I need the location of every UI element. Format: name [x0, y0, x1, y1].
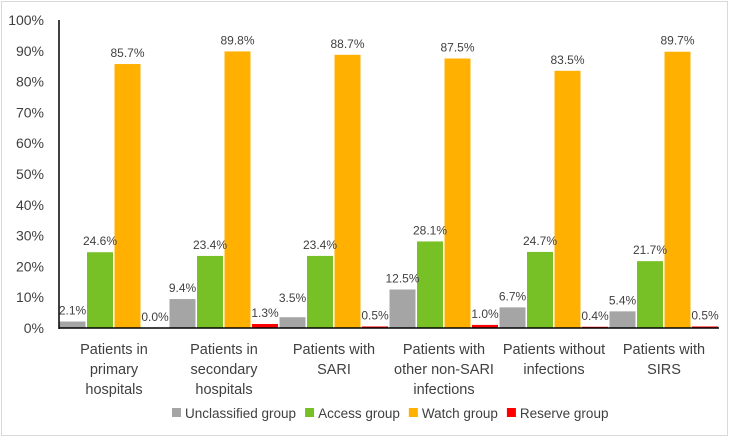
bar-access-group — [417, 241, 443, 328]
legend-swatch — [172, 408, 181, 417]
bar-watch-group — [444, 58, 471, 328]
x-category-label: other non-SARI — [394, 362, 494, 378]
data-label: 83.5% — [550, 53, 584, 67]
bar-access-group — [637, 261, 663, 328]
data-label: 0.4% — [581, 309, 609, 323]
x-category-label: infections — [413, 382, 474, 398]
x-category-label: Patients in — [80, 342, 148, 358]
y-tick-label: 60% — [16, 135, 44, 151]
legend-label: Reserve group — [520, 406, 609, 421]
x-category-label: Patients with — [293, 342, 375, 358]
data-label: 2.1% — [59, 304, 87, 318]
data-label: 5.4% — [609, 293, 637, 307]
x-category-label: hospitals — [195, 382, 252, 398]
data-label: 24.7% — [523, 234, 557, 248]
data-label: 88.7% — [330, 37, 364, 51]
data-label: 21.7% — [633, 243, 667, 257]
x-category-label: infections — [523, 362, 584, 378]
y-tick-label: 100% — [8, 12, 44, 28]
x-category-label: secondary — [191, 362, 259, 378]
y-tick-label: 30% — [16, 228, 44, 244]
x-category-label: SIRS — [647, 362, 681, 378]
bar-unclassified-group — [169, 299, 196, 328]
bar-reserve-group — [252, 323, 278, 328]
data-label: 0.5% — [361, 308, 389, 322]
bar-reserve-group — [362, 326, 388, 328]
bar-watch-group — [664, 51, 691, 328]
data-label: 89.8% — [220, 33, 254, 47]
data-label: 0.5% — [691, 308, 719, 322]
bar-reserve-group — [472, 324, 498, 328]
y-tick-label: 40% — [16, 197, 44, 213]
data-label: 24.6% — [83, 234, 117, 248]
data-label: 28.1% — [413, 223, 447, 237]
data-label: 12.5% — [385, 272, 419, 286]
bar-unclassified-group — [499, 307, 526, 328]
bar-unclassified-group — [59, 321, 86, 328]
y-tick-label: 70% — [16, 104, 44, 120]
x-category-label: Patients without — [503, 342, 605, 358]
x-category-label: Patients in — [190, 342, 258, 358]
data-label: 23.4% — [193, 238, 227, 252]
legend-swatch — [305, 408, 315, 417]
data-label: 85.7% — [110, 46, 144, 60]
y-tick-label: 0% — [24, 320, 44, 336]
bar-reserve-group — [692, 326, 718, 328]
y-tick-label: 80% — [16, 74, 44, 90]
legend-label: Watch group — [422, 406, 498, 421]
bar-watch-group — [334, 54, 361, 328]
bar-access-group — [197, 255, 223, 328]
y-tick-label: 90% — [16, 43, 44, 59]
bar-unclassified-group — [389, 289, 416, 328]
bar-access-group — [87, 252, 113, 328]
bar-watch-group — [114, 64, 141, 328]
data-label: 1.3% — [251, 306, 279, 320]
legend-swatch — [408, 408, 418, 417]
legend-label: Unclassified group — [185, 406, 296, 421]
bar-unclassified-group — [609, 311, 636, 328]
data-label: 6.7% — [499, 289, 527, 303]
bar-unclassified-group — [279, 317, 306, 328]
x-category-label: Patients with — [403, 342, 485, 358]
x-category-label: Patients with — [623, 342, 705, 358]
bar-watch-group — [224, 51, 251, 328]
data-label: 9.4% — [169, 281, 197, 295]
bar-watch-group — [554, 70, 581, 328]
x-category-label: SARI — [317, 362, 351, 378]
bar-access-group — [527, 251, 553, 328]
data-label: 1.0% — [471, 307, 499, 321]
data-label: 0.0% — [141, 310, 169, 324]
x-category-label: primary — [90, 362, 139, 378]
y-tick-label: 20% — [16, 258, 44, 274]
y-tick-label: 50% — [16, 166, 44, 182]
data-label: 89.7% — [660, 34, 694, 48]
data-label: 3.5% — [279, 291, 307, 305]
y-tick-label: 10% — [16, 289, 44, 305]
legend-swatch — [506, 408, 516, 417]
bar-access-group — [307, 255, 333, 328]
x-category-label: hospitals — [85, 382, 142, 398]
data-label: 87.5% — [440, 41, 474, 55]
legend-label: Access group — [318, 406, 400, 421]
data-label: 23.4% — [303, 238, 337, 252]
